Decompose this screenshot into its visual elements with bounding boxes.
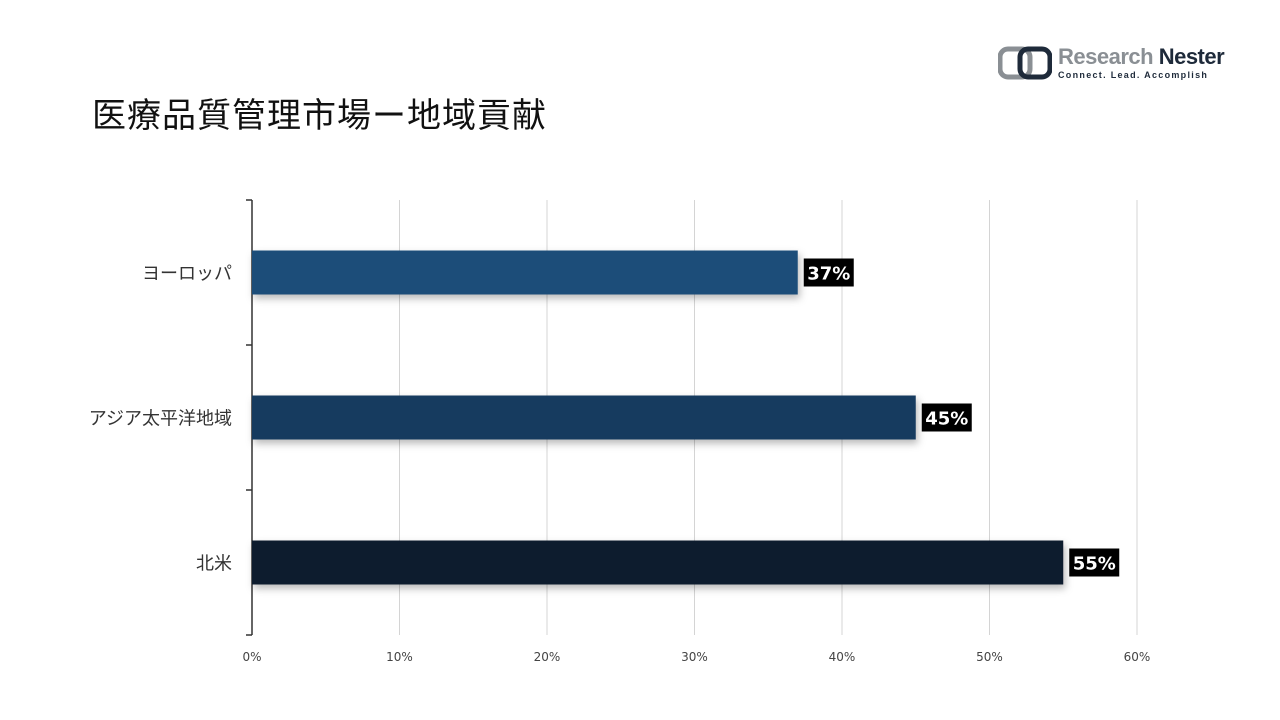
- data-labels: 37% 45% 55%: [803, 258, 1120, 577]
- research-nester-logo: Research Nester Connect. Lead. Accomplis…: [998, 44, 1228, 86]
- bar-2: [252, 540, 1064, 585]
- x-tick-label-5: 50%: [976, 650, 1003, 664]
- logo-brand-research: Research: [1058, 44, 1154, 69]
- bar-1: [252, 395, 916, 440]
- data-label-2: 55%: [1073, 554, 1116, 575]
- x-tick-labels: 0% 10% 20% 30% 40% 50% 60%: [242, 650, 1150, 664]
- data-label-bg-0: [803, 258, 854, 287]
- data-label-bg-2: [1069, 548, 1120, 577]
- x-tick-label-2: 20%: [534, 650, 561, 664]
- data-label-bg-1: [921, 403, 972, 432]
- category-label-1: アジア太平洋地域: [89, 409, 232, 430]
- y-axis: [246, 199, 253, 636]
- bar-0: [252, 250, 798, 295]
- x-tick-label-4: 40%: [829, 650, 856, 664]
- data-label-0: 37%: [807, 264, 850, 285]
- category-label-0: ヨーロッパ: [142, 264, 232, 285]
- data-label-1: 45%: [925, 409, 968, 430]
- logo-brand-nester: Nester: [1158, 44, 1225, 69]
- x-tick-label-0: 0%: [242, 650, 261, 664]
- x-tick-label-3: 30%: [681, 650, 708, 664]
- logo-mark-icon: [998, 46, 1052, 80]
- category-label-2: 北米: [196, 554, 232, 575]
- page-title: 医療品質管理市場ー地域貢献: [92, 96, 547, 136]
- logo-brand: Research Nester: [1058, 44, 1225, 70]
- logo-tagline: Connect. Lead. Accomplish: [1058, 70, 1209, 80]
- bars: [252, 250, 1064, 585]
- x-tick-label-6: 60%: [1124, 650, 1151, 664]
- x-tick-label-1: 10%: [386, 650, 413, 664]
